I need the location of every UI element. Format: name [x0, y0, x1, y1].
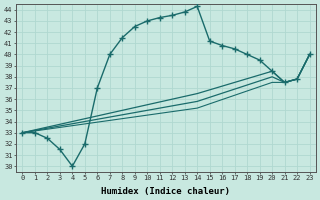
X-axis label: Humidex (Indice chaleur): Humidex (Indice chaleur): [101, 187, 230, 196]
